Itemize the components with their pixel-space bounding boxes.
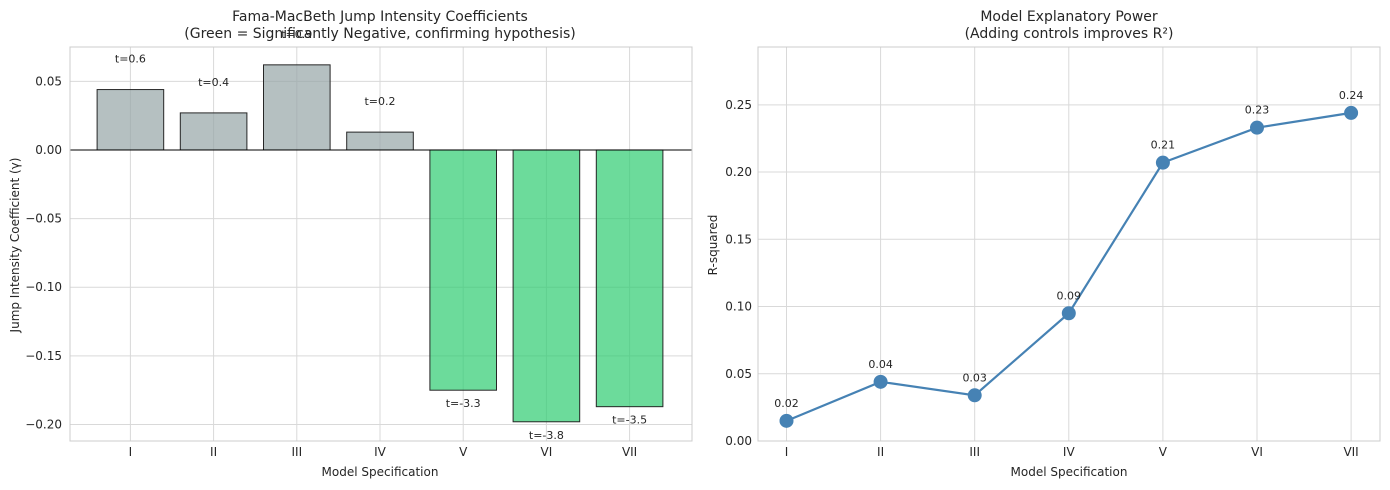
left-y-axis-label: Jump Intensity Coefficient (γ) [8, 158, 22, 334]
y-tick-label: −0.20 [25, 418, 62, 432]
x-tick-III: III [969, 445, 980, 459]
x-tick-III: III [291, 445, 302, 459]
point-I [779, 413, 794, 428]
point-VII [1344, 105, 1359, 120]
bar-VI [512, 149, 581, 423]
left-plot-frame [69, 46, 693, 442]
bar-annotation-VII: t=-3.5 [612, 414, 647, 427]
bar-VII [595, 149, 664, 408]
right-points [779, 105, 1359, 428]
left-chart-title: Fama-MacBeth Jump Intensity Coefficients [232, 9, 528, 25]
x-tick-I: I [129, 445, 133, 459]
point-label-IV: 0.09 [1057, 289, 1082, 302]
x-tick-VI: VI [541, 445, 553, 459]
right-chart-title: Model Explanatory Power [980, 9, 1158, 25]
point-label-V: 0.21 [1151, 139, 1176, 152]
x-tick-IV: IV [374, 445, 387, 459]
left-bars [96, 64, 664, 423]
coefficient-bar-chart: Fama-MacBeth Jump Intensity Coefficients… [8, 9, 693, 479]
point-VI [1250, 120, 1264, 135]
point-label-III: 0.03 [962, 371, 987, 384]
y-tick-label: 0.05 [35, 74, 62, 88]
point-IV [1061, 306, 1076, 321]
left-chart-subtitle: (Green = Significantly Negative, confirm… [184, 26, 575, 42]
y-tick-label: 0.20 [725, 165, 752, 179]
y-tick-label: −0.05 [25, 212, 62, 226]
x-tick-VI: VI [1251, 445, 1263, 459]
bar-annotation-V: t=-3.3 [446, 397, 481, 410]
point-II [873, 374, 888, 389]
bar-annotation-IV: t=0.2 [364, 95, 395, 108]
y-tick-label: 0.25 [725, 98, 752, 112]
right-point-labels: 0.02 0.04 0.03 0.09 0.21 0.23 0.24 [774, 89, 1363, 410]
r-squared-line-chart: Model Explanatory Power (Adding controls… [706, 9, 1381, 479]
right-y-tick-labels: 0.00 0.05 0.10 0.15 0.20 0.25 [725, 98, 752, 448]
point-label-VI: 0.23 [1245, 104, 1270, 117]
x-tick-I: I [785, 445, 789, 459]
left-x-axis-label: Model Specification [322, 465, 439, 479]
bar-annotation-I: t=0.6 [115, 53, 146, 66]
y-tick-label: −0.10 [25, 280, 62, 294]
y-tick-label: 0.05 [725, 367, 752, 381]
x-tick-II: II [210, 445, 217, 459]
x-tick-II: II [877, 445, 884, 459]
bar-V [429, 149, 497, 391]
x-tick-V: V [459, 445, 468, 459]
left-x-tick-labels: I II III IV V VI VII [129, 445, 638, 459]
bar-II [179, 112, 248, 151]
x-tick-VII: VII [622, 445, 637, 459]
right-plot-frame [757, 46, 1381, 442]
x-tick-VII: VII [1343, 445, 1358, 459]
x-tick-V: V [1159, 445, 1168, 459]
bar-IV [346, 131, 414, 151]
right-x-axis-label: Model Specification [1011, 465, 1128, 479]
left-annotations: t=0.6 t=0.4 t=0.9 t=0.2 t=-3.3 t=-3.8 t=-3.5 [115, 28, 647, 442]
y-tick-label: 0.15 [725, 232, 752, 246]
bar-annotation-III: t=0.9 [281, 28, 312, 41]
x-tick-IV: IV [1063, 445, 1076, 459]
bar-I [96, 89, 165, 151]
point-label-I: 0.02 [774, 397, 799, 410]
left-y-tick-labels: 0.05 0.00 −0.05 −0.10 −0.15 −0.20 [25, 74, 62, 431]
y-tick-label: 0.00 [35, 143, 62, 157]
right-grid [758, 47, 1380, 442]
bar-annotation-VI: t=-3.8 [529, 429, 564, 442]
right-x-tick-labels: I II III IV V VI VII [785, 445, 1359, 459]
point-label-VII: 0.24 [1339, 89, 1364, 102]
point-label-II: 0.04 [868, 358, 893, 371]
y-tick-label: 0.00 [725, 434, 752, 448]
bar-III [263, 64, 331, 151]
right-chart-subtitle: (Adding controls improves R²) [965, 26, 1174, 42]
y-tick-label: 0.10 [725, 300, 752, 314]
point-V [1155, 155, 1170, 170]
y-tick-label: −0.15 [25, 349, 62, 363]
point-III [967, 388, 982, 403]
bar-annotation-II: t=0.4 [198, 76, 229, 89]
right-y-axis-label: R-squared [706, 215, 720, 276]
